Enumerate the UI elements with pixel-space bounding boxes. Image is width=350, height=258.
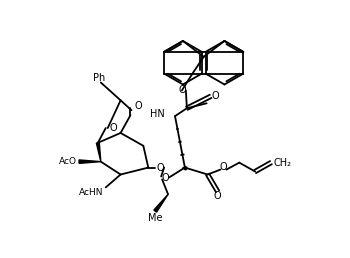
- Text: O: O: [220, 162, 227, 172]
- Text: Ph: Ph: [93, 72, 105, 83]
- Text: O: O: [178, 85, 186, 95]
- Polygon shape: [79, 160, 101, 163]
- Polygon shape: [154, 194, 168, 212]
- Text: HN: HN: [150, 109, 165, 119]
- Text: O: O: [134, 101, 142, 111]
- Text: CH₂: CH₂: [274, 158, 292, 168]
- Text: O: O: [214, 191, 221, 201]
- Text: Me: Me: [148, 213, 162, 223]
- Text: AcO: AcO: [59, 157, 77, 166]
- Text: O: O: [110, 123, 117, 133]
- Text: O: O: [161, 173, 169, 183]
- Text: O: O: [212, 91, 219, 101]
- Text: O: O: [156, 163, 164, 173]
- Polygon shape: [96, 143, 101, 162]
- Text: AcHN: AcHN: [79, 188, 104, 197]
